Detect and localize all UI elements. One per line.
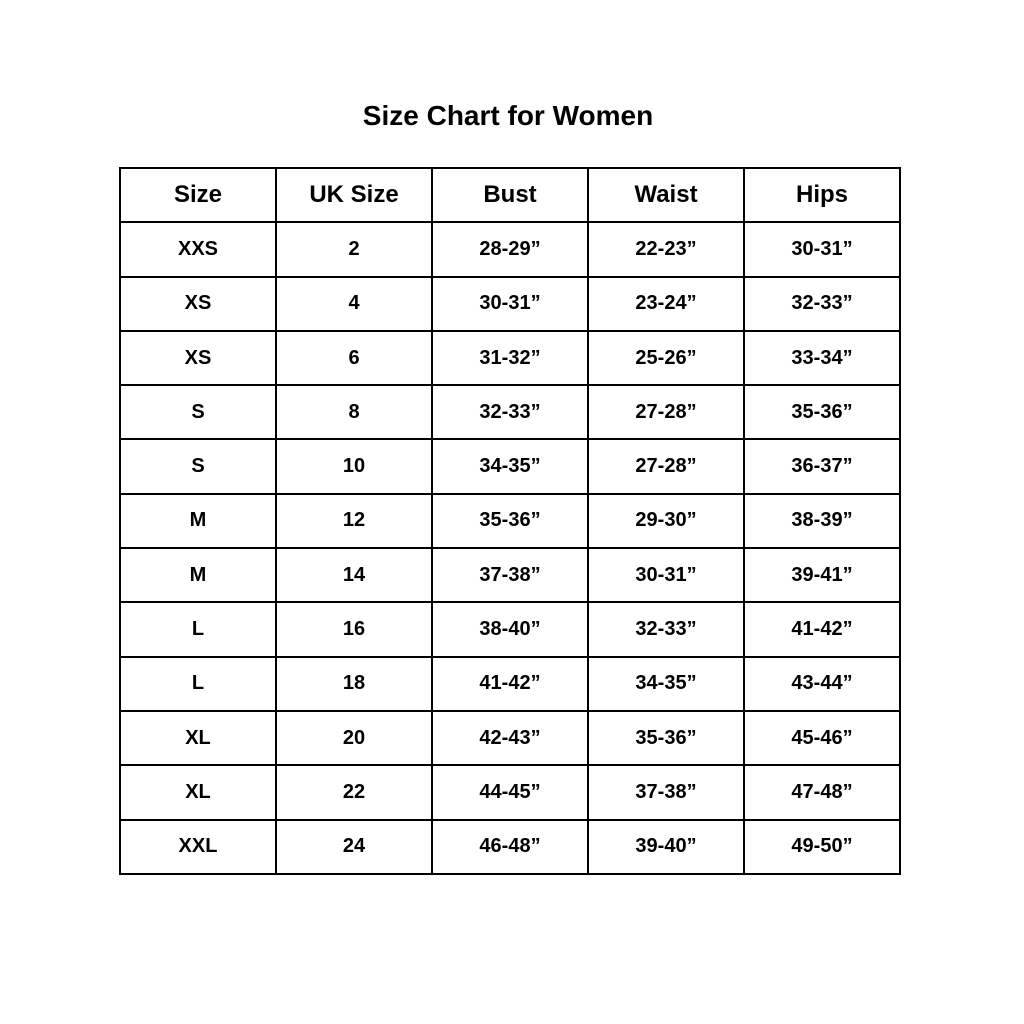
cell-bust: 42-43” — [431, 709, 589, 767]
size-chart-table: Size UK Size Bust Waist Hips XXS 2 28-29” 22-23… — [119, 166, 901, 875]
table-row: S 8 32-33” 27-28” 35-36” — [119, 384, 901, 441]
cell-bust: 37-38” — [431, 547, 589, 604]
column-header-size: Size — [119, 166, 277, 224]
cell-uk-size: 12 — [275, 492, 433, 550]
cell-size: L — [119, 655, 277, 712]
cell-bust: 44-45” — [431, 764, 589, 821]
cell-uk-size: 18 — [275, 655, 433, 712]
header-row: Size UK Size Bust Waist Hips — [119, 166, 901, 224]
table-row: L 16 38-40” 32-33” 41-42” — [119, 601, 901, 658]
column-header-hips: Hips — [743, 166, 901, 224]
cell-uk-size: 14 — [275, 547, 433, 604]
cell-size: S — [119, 384, 277, 441]
cell-size: XS — [119, 329, 277, 387]
cell-uk-size: 8 — [275, 384, 433, 441]
cell-hips: 33-34” — [743, 329, 901, 387]
cell-size: M — [119, 547, 277, 604]
cell-uk-size: 6 — [275, 329, 433, 387]
cell-bust: 35-36” — [431, 492, 589, 550]
cell-bust: 34-35” — [431, 438, 589, 495]
cell-hips: 43-44” — [743, 655, 901, 712]
cell-size: XS — [119, 275, 277, 332]
cell-waist: 35-36” — [587, 709, 745, 767]
cell-hips: 30-31” — [743, 221, 901, 278]
column-header-bust: Bust — [431, 166, 589, 224]
cell-hips: 35-36” — [743, 384, 901, 441]
cell-bust: 46-48” — [431, 818, 589, 875]
cell-size: XXS — [119, 221, 277, 278]
page-title: Size Chart for Women — [362, 100, 654, 131]
cell-uk-size: 24 — [275, 818, 433, 875]
table-row: L 18 41-42” 34-35” 43-44” — [119, 655, 901, 712]
cell-waist: 22-23” — [587, 221, 745, 278]
cell-uk-size: 20 — [275, 709, 433, 767]
cell-hips: 47-48” — [743, 764, 901, 821]
table-row: M 14 37-38” 30-31” 39-41” — [119, 547, 901, 604]
cell-uk-size: 2 — [275, 221, 433, 278]
cell-hips: 45-46” — [743, 709, 901, 767]
cell-waist: 29-30” — [587, 492, 745, 550]
cell-size: L — [119, 601, 277, 658]
cell-waist: 32-33” — [587, 601, 745, 658]
cell-uk-size: 10 — [275, 438, 433, 495]
cell-size: XL — [119, 764, 277, 821]
cell-waist: 25-26” — [587, 329, 745, 387]
cell-size: XL — [119, 709, 277, 767]
cell-waist: 39-40” — [587, 818, 745, 875]
cell-waist: 23-24” — [587, 275, 745, 332]
table-row: S 10 34-35” 27-28” 36-37” — [119, 438, 901, 495]
cell-hips: 41-42” — [743, 601, 901, 658]
cell-size: XXL — [119, 818, 277, 875]
table-row: XXL 24 46-48” 39-40” 49-50” — [119, 818, 901, 875]
cell-hips: 49-50” — [743, 818, 901, 875]
cell-uk-size: 16 — [275, 601, 433, 658]
cell-uk-size: 4 — [275, 275, 433, 332]
cell-bust: 31-32” — [431, 329, 589, 387]
column-header-waist: Waist — [587, 166, 745, 224]
cell-bust: 41-42” — [431, 655, 589, 712]
cell-hips: 32-33” — [743, 275, 901, 332]
cell-size: S — [119, 438, 277, 495]
cell-waist: 27-28” — [587, 438, 745, 495]
cell-hips: 38-39” — [743, 492, 901, 550]
cell-hips: 36-37” — [743, 438, 901, 495]
table-row: XS 6 31-32” 25-26” 33-34” — [119, 329, 901, 387]
cell-bust: 30-31” — [431, 275, 589, 332]
column-header-uk-size: UK Size — [275, 166, 433, 224]
cell-bust: 28-29” — [431, 221, 589, 278]
cell-waist: 34-35” — [587, 655, 745, 712]
table-body: XXS 2 28-29” 22-23” 30-31” XS 4 30-31” 23-24” 32-… — [119, 221, 901, 875]
cell-waist: 27-28” — [587, 384, 745, 441]
cell-waist: 30-31” — [587, 547, 745, 604]
table-row: XS 4 30-31” 23-24” 32-33” — [119, 275, 901, 332]
table-row: XL 20 42-43” 35-36” 45-46” — [119, 709, 901, 767]
table-row: M 12 35-36” 29-30” 38-39” — [119, 492, 901, 550]
cell-uk-size: 22 — [275, 764, 433, 821]
table-row: XXS 2 28-29” 22-23” 30-31” — [119, 221, 901, 278]
table-row: XL 22 44-45” 37-38” 47-48” — [119, 764, 901, 821]
cell-bust: 38-40” — [431, 601, 589, 658]
cell-size: M — [119, 492, 277, 550]
cell-bust: 32-33” — [431, 384, 589, 441]
cell-waist: 37-38” — [587, 764, 745, 821]
cell-hips: 39-41” — [743, 547, 901, 604]
